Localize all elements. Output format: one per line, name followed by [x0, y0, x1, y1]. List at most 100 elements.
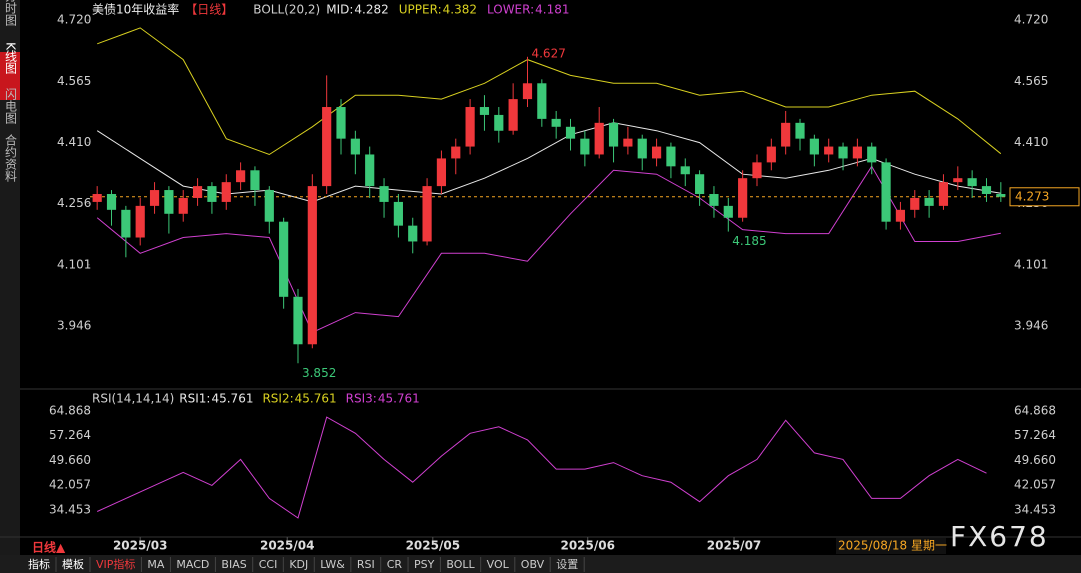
candle-body: [537, 83, 547, 119]
boll-line: [96, 165, 1001, 334]
sidebar-tab[interactable]: 分时图: [4, 0, 18, 26]
rsi-tick-label-right: 49.660: [1014, 453, 1056, 467]
candle-body: [149, 190, 160, 206]
candle-body: [393, 201, 403, 226]
candle-body: [322, 107, 332, 187]
candle-body: [738, 178, 748, 218]
toolbar-button[interactable]: CR: [387, 558, 403, 571]
candle-body: [781, 122, 791, 147]
candle-body: [695, 174, 705, 195]
rsi-tick-label: 57.264: [49, 428, 91, 442]
y-tick-label-right: 4.410: [1014, 135, 1048, 149]
y-tick-label: 4.256: [57, 196, 91, 210]
candle-body: [408, 225, 418, 242]
candle-body: [494, 114, 504, 131]
toolbar-button[interactable]: CCI: [259, 558, 278, 571]
toolbar-button[interactable]: VOL: [487, 558, 510, 571]
candle-body: [135, 205, 145, 238]
legend-label: RSI3:: [346, 392, 377, 406]
candle-body: [852, 146, 862, 159]
candle-body: [608, 122, 619, 147]
y-tick-label-right: 4.101: [1014, 257, 1048, 271]
boll-line: [96, 122, 1001, 203]
x-tick-label: 2025/04: [260, 539, 314, 553]
sidebar-tab[interactable]: 闪电图: [4, 88, 18, 124]
x-tick-label: 2025/03: [113, 539, 167, 553]
low-label: 4.185: [732, 234, 766, 248]
toolbar-button[interactable]: 模板: [62, 557, 84, 571]
legend-value: 45.761: [211, 392, 253, 406]
candle-body: [551, 118, 561, 127]
toolbar-button[interactable]: BIAS: [221, 558, 246, 571]
toolbar-button[interactable]: VIP指标: [96, 557, 135, 571]
rsi-tick-label: 34.453: [49, 502, 91, 516]
legend-value: 4.181: [535, 3, 569, 17]
chart-title: 美债10年收益率: [92, 2, 179, 17]
candle-body: [723, 205, 733, 218]
candle-body: [766, 146, 776, 163]
y-tick-label: 4.410: [57, 135, 91, 149]
candle-body: [121, 209, 131, 238]
boll-line: [97, 27, 1002, 156]
candle-body: [221, 182, 231, 202]
x-tick-label: 2025/05: [406, 539, 460, 553]
toolbar-button[interactable]: MACD: [176, 558, 209, 571]
y-tick-label: 4.565: [57, 74, 91, 88]
candle-body: [479, 107, 490, 115]
candle-body: [92, 194, 102, 202]
toolbar-button[interactable]: MA: [147, 558, 164, 571]
candle-body: [178, 197, 188, 214]
legend-label: LOWER:: [487, 3, 534, 17]
toolbar-button[interactable]: 设置: [556, 558, 578, 571]
last-price-label: 4.273: [1015, 189, 1049, 203]
candle-body: [996, 194, 1006, 197]
y-tick-label-right: 4.720: [1014, 13, 1048, 27]
legend-label: MID:: [326, 3, 353, 17]
candle-body: [307, 186, 317, 345]
legend-value: 45.761: [378, 392, 420, 406]
cursor-date-bg: [836, 538, 946, 554]
toolbar-button[interactable]: 指标: [28, 557, 50, 571]
candle-body: [365, 154, 375, 187]
sidebar-tab[interactable]: 合约资料: [4, 133, 18, 182]
y-tick-label-right: 3.946: [1014, 319, 1048, 333]
candle-body: [867, 146, 877, 163]
candle-body: [336, 107, 346, 139]
toolbar-button[interactable]: RSI: [357, 558, 375, 571]
candle-body: [666, 146, 676, 167]
candle-body: [752, 162, 762, 179]
candle-body: [824, 146, 834, 155]
toolbar-button[interactable]: PSY: [414, 558, 435, 571]
low-label: 3.852: [302, 366, 336, 380]
candle-body: [565, 126, 576, 139]
toolbar-button[interactable]: BOLL: [446, 558, 475, 571]
candle-body: [207, 186, 217, 202]
legend-label: RSI2:: [262, 392, 293, 406]
candle-body: [623, 138, 633, 147]
sidebar-tab[interactable]: K线图: [4, 42, 18, 74]
x-tick-label: 2025/06: [560, 539, 614, 553]
legend-label: UPPER:: [399, 3, 442, 17]
sidebar: [0, 0, 20, 573]
rsi-tick-label-right: 42.057: [1014, 478, 1056, 492]
candle-body: [594, 122, 604, 155]
period-button[interactable]: 日线▲: [32, 540, 66, 555]
candle-body: [981, 186, 992, 195]
period: 【日线】: [185, 3, 233, 17]
candle-body: [250, 170, 260, 191]
toolbar-button[interactable]: LW&: [320, 558, 345, 571]
candle-body: [637, 138, 647, 159]
rsi-line: [96, 416, 987, 519]
candle-body: [164, 190, 174, 214]
boll-label: BOLL(20,2): [253, 3, 320, 17]
candle-body: [910, 197, 920, 210]
toolbar-button[interactable]: KDJ: [289, 558, 308, 571]
candle-body: [953, 178, 963, 183]
rsi-tick-label: 49.660: [49, 453, 91, 467]
candle-body: [924, 197, 934, 206]
toolbar-button[interactable]: OBV: [521, 558, 545, 571]
rsi-label: RSI(14,14,14): [92, 392, 174, 406]
rsi-tick-label: 42.057: [49, 478, 91, 492]
candle-body: [293, 296, 303, 345]
